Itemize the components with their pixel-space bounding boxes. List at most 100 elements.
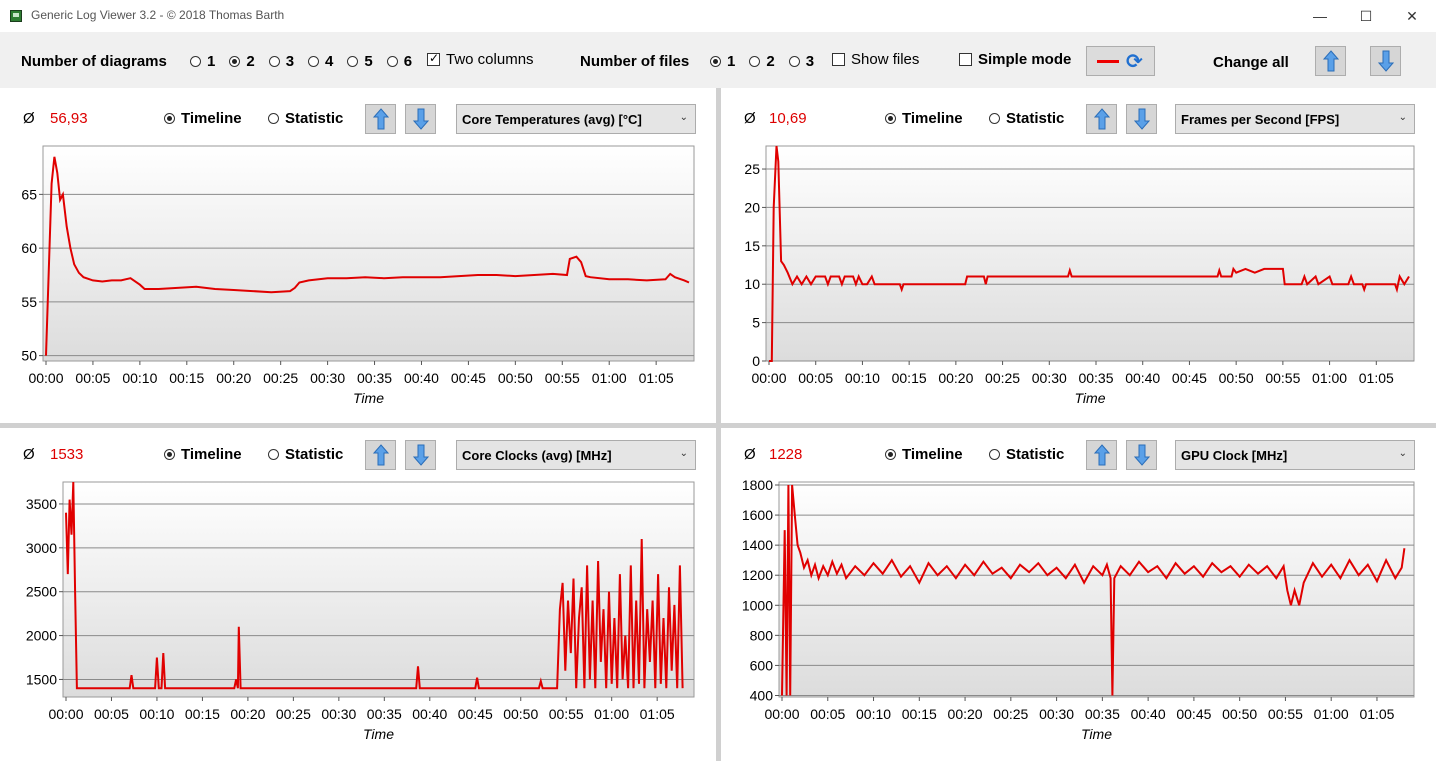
diagram-panel-1: Ø 56,93 Timeline Statistic Core Temperatures… <box>0 88 716 423</box>
x-tick-label: 00:00 <box>751 370 786 386</box>
diagram-radio-1[interactable]: 1 <box>190 53 215 70</box>
x-tick-label: 00:50 <box>1222 706 1257 722</box>
timeline-radio[interactable]: Timeline <box>885 110 963 127</box>
sensor-select[interactable]: Core Temperatures (avg) [°C] ⌄ <box>456 104 696 134</box>
x-tick-label: 00:50 <box>1219 370 1254 386</box>
y-tick-label: 400 <box>750 687 774 703</box>
x-tick-label: 00:25 <box>263 370 298 386</box>
plot-area <box>778 481 1415 698</box>
sensor-select[interactable]: Frames per Second [FPS] ⌄ <box>1175 104 1415 134</box>
x-tick-label: 00:50 <box>498 370 533 386</box>
y-tick-label: 3000 <box>26 540 57 556</box>
statistic-radio[interactable]: Statistic <box>268 446 343 463</box>
file-radio-3[interactable]: 3 <box>788 53 814 70</box>
timeline-radio[interactable]: Timeline <box>164 110 242 127</box>
x-tick-label: 00:15 <box>185 706 220 722</box>
checkbox-checked-icon <box>427 51 440 66</box>
chart-svg: 400 600 800 1000 1200 1400 1600 1800 00:00 00:05 0… <box>742 477 1415 742</box>
sensor-select-value: GPU Clock [MHz] <box>1181 448 1288 463</box>
sensor-down-button[interactable] <box>1126 440 1157 470</box>
x-tick-label: 00:05 <box>798 370 833 386</box>
sensor-down-button[interactable] <box>405 440 436 470</box>
y-tick-label: 5 <box>752 315 760 331</box>
x-tick-label: 00:55 <box>1265 370 1300 386</box>
x-tick-label: 01:00 <box>1314 706 1349 722</box>
chevron-down-icon: ⌄ <box>679 112 688 123</box>
line-style-sync-button[interactable]: ⟳ <box>1086 46 1155 76</box>
sensor-up-button[interactable] <box>365 104 396 134</box>
statistic-radio[interactable]: Statistic <box>268 110 343 127</box>
y-tick-label: 20 <box>744 199 760 215</box>
diagram-radio-3[interactable]: 3 <box>268 53 294 70</box>
radio-circle-selected-icon <box>885 113 896 124</box>
x-tick-label: 00:35 <box>1078 370 1113 386</box>
simple-mode-checkbox[interactable]: Simple mode <box>959 51 1071 68</box>
sensor-select-value: Core Temperatures (avg) [°C] <box>462 112 642 127</box>
x-tick-label: 01:05 <box>1359 370 1394 386</box>
maximize-button[interactable]: ☐ <box>1359 7 1373 24</box>
x-tick-label: 00:35 <box>357 370 392 386</box>
show-files-checkbox[interactable]: Show files <box>832 51 919 68</box>
sensor-down-button[interactable] <box>1126 104 1157 134</box>
sensor-up-button[interactable] <box>1086 440 1117 470</box>
radio-circle-selected-icon <box>229 56 241 67</box>
radio-circle-icon <box>308 56 320 67</box>
x-tick-label: 01:05 <box>640 706 675 722</box>
minimize-button[interactable]: — <box>1313 8 1327 24</box>
sensor-select[interactable]: Core Clocks (avg) [MHz] ⌄ <box>456 440 696 470</box>
average-value: 56,93 <box>50 110 88 127</box>
close-button[interactable]: ✕ <box>1406 7 1418 24</box>
statistic-radio[interactable]: Statistic <box>989 446 1064 463</box>
sensor-select[interactable]: GPU Clock [MHz] ⌄ <box>1175 440 1415 470</box>
average-symbol: Ø <box>744 110 756 127</box>
sensor-up-button[interactable] <box>1086 104 1117 134</box>
y-tick-label: 1500 <box>26 671 57 687</box>
x-tick-label: 00:25 <box>993 706 1028 722</box>
change-all-down-button[interactable] <box>1370 46 1401 76</box>
arrow-down-icon <box>1133 108 1150 130</box>
x-tick-label: 00:30 <box>321 706 356 722</box>
statistic-label: Statistic <box>1006 446 1065 463</box>
sensor-down-button[interactable] <box>405 104 436 134</box>
arrow-up-icon <box>372 444 389 466</box>
y-tick-label: 600 <box>750 657 774 673</box>
arrow-up-icon <box>372 108 389 130</box>
radio-circle-icon <box>190 56 201 67</box>
x-tick-label: 00:55 <box>1268 706 1303 722</box>
horizontal-splitter[interactable] <box>0 423 1436 428</box>
sensor-up-button[interactable] <box>365 440 396 470</box>
average-value: 1533 <box>50 446 84 463</box>
x-tick-label: 00:15 <box>892 370 927 386</box>
radio-circle-icon <box>386 56 398 67</box>
timeline-radio[interactable]: Timeline <box>885 446 963 463</box>
change-all-up-button[interactable] <box>1315 46 1346 76</box>
x-tick-label: 00:45 <box>458 706 493 722</box>
chart-svg: 1500 2000 2500 3000 3500 00:00 00:05 00:10 00:15… <box>26 481 695 742</box>
statistic-radio[interactable]: Statistic <box>989 110 1064 127</box>
checkbox-icon <box>959 53 972 66</box>
diagram-radio-5[interactable]: 5 <box>347 53 373 70</box>
x-tick-label: 00:15 <box>169 370 204 386</box>
diagram-radio-4[interactable]: 4 <box>308 53 333 70</box>
x-axis-label: Time <box>1075 390 1106 406</box>
plot-area <box>42 145 695 362</box>
x-tick-label: 00:05 <box>94 706 129 722</box>
radio-circle-selected-icon <box>164 113 175 124</box>
diagram-radio-2[interactable]: 2 <box>229 53 255 70</box>
timeline-radio[interactable]: Timeline <box>164 446 242 463</box>
series-line <box>781 484 1406 696</box>
sync-icon: ⟳ <box>1126 51 1143 73</box>
chevron-down-icon: ⌄ <box>679 448 688 459</box>
app-icon <box>10 10 22 22</box>
change-all-label: Change all <box>1213 54 1289 71</box>
file-radio-2[interactable]: 2 <box>749 53 775 70</box>
average-symbol: Ø <box>23 446 35 463</box>
file-radio-1[interactable]: 1 <box>710 53 735 70</box>
num-diagrams-label: Number of diagrams <box>21 53 167 70</box>
timeline-label: Timeline <box>902 446 963 463</box>
average-symbol: Ø <box>744 446 756 463</box>
two-columns-checkbox[interactable]: Two columns <box>427 51 534 68</box>
diagram-radio-6[interactable]: 6 <box>386 53 412 70</box>
radio-circle-selected-icon <box>164 449 175 460</box>
